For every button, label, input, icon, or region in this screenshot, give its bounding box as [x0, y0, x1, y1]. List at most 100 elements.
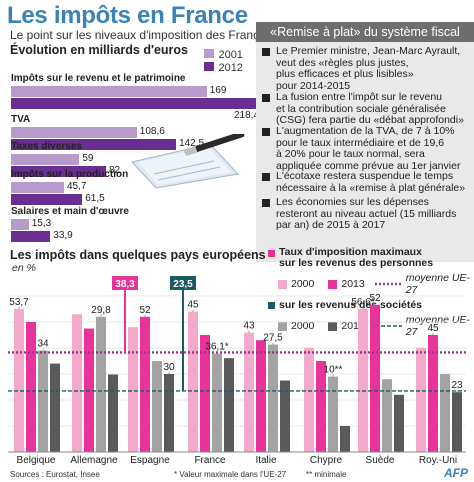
vbar-France-2 — [212, 353, 222, 452]
footer-note2: ** minimale — [306, 470, 347, 479]
vbar-Roy.-Uni-0 — [416, 348, 426, 452]
ref-tag-box-0 — [112, 276, 138, 290]
country-label-1: Allemagne — [70, 455, 118, 466]
legend-heading1b: sur les revenus des personnes — [279, 257, 434, 269]
vbar-value-Chypre-2: 10** — [324, 365, 343, 376]
chart2-title: Les impôts dans quelques pays européens — [10, 248, 266, 262]
vbar-Allemagne-0 — [72, 314, 82, 452]
check-pen-illustration — [131, 134, 245, 189]
legend-label-p2013: 2013 — [341, 278, 365, 290]
vbar-value-France-0: 45 — [187, 300, 199, 311]
ref-tag-value-0: 38,3 — [115, 279, 135, 290]
bullet-square — [262, 128, 270, 136]
vbar-Espagne-0 — [128, 327, 138, 452]
vbar-France-1 — [200, 335, 210, 452]
vbar-Suède-3 — [394, 394, 404, 452]
footer-note1: * Valeur maximale dans l'UE-27 — [174, 470, 287, 479]
chart2-legend: Taux d'imposition maximaux sur les reven… — [268, 247, 474, 338]
legend-avg-line-societes — [374, 325, 402, 327]
vbar-Roy.-Uni-3 — [452, 392, 462, 452]
vbar-value-Roy.-Uni-3: 23 — [451, 380, 463, 391]
vbar-value-Suède-0: 56,6* — [351, 297, 374, 308]
vbar-value-Suède-1: 52 — [369, 293, 381, 304]
page-title: Les impôts en France — [7, 2, 248, 29]
vbar-Chypre-1 — [316, 361, 326, 452]
vbar-Allemagne-3 — [108, 374, 118, 452]
legend-marker-societes — [268, 301, 275, 309]
vbar-value-Roy.-Uni-1: 45 — [427, 323, 439, 334]
vbar-Italie-1 — [256, 340, 266, 452]
chart1-title: Évolution en milliards d'euros — [10, 43, 189, 57]
bullet-line: appliquée comme prévue au 1er janvier — [276, 159, 461, 172]
bullet-line: à 20% pour le taux normal, sera — [276, 148, 425, 160]
vbar-value-Belgique-0: 53,7 — [9, 297, 29, 308]
vbar-Italie-2 — [268, 344, 278, 452]
legend-avg-line-personnes — [374, 282, 402, 286]
bullet-line: et la contribution sociale généralisée — [276, 102, 446, 115]
vbar-value-France-2: 36,1* — [205, 342, 228, 353]
legend-label-s2000: 2000 — [291, 320, 315, 332]
vbar-Suède-1 — [370, 304, 380, 452]
bullet-square — [262, 173, 270, 181]
bullet-text-4: Les économies sur les dépenses resteront … — [276, 196, 472, 232]
side-panel — [256, 22, 474, 262]
bullet-text-3: L'écotaxe restera suspendue le temps néce… — [276, 170, 472, 194]
legend-marker-personnes — [268, 250, 275, 257]
vbar-Roy.-Uni-1 — [428, 335, 438, 452]
bullet-line: plus efficaces et plus lisibles» — [276, 68, 414, 80]
bullet-line: Le Premier ministre, Jean-Marc Ayrault, — [276, 45, 461, 57]
vbar-Chypre-2 — [328, 376, 338, 452]
legend-swatch-p2000 — [278, 279, 287, 289]
bullet-line: resteront au niveau actuel (15 milliards — [276, 207, 457, 220]
vbar-France-3 — [224, 358, 234, 452]
legend-swatch-s2013 — [328, 321, 338, 331]
country-label-3: France — [194, 455, 226, 466]
bullet-line: nécessaire à la «remise à plat générale» — [276, 181, 466, 194]
vbar-value-Italie-0: 43 — [243, 321, 255, 332]
legend-label-2001: 2001 — [218, 49, 243, 61]
ref-tag-box-1 — [170, 276, 196, 290]
page-subtitle: Le point sur les niveaux d'imposition de… — [10, 28, 275, 42]
vbar-Belgique-2 — [38, 350, 48, 452]
bullet-square — [262, 199, 270, 207]
legend-heading1: Taux d'imposition maximaux — [279, 246, 422, 258]
legend-label-avg-p: moyenne UE-27 — [405, 272, 470, 296]
vbar-Suède-0 — [358, 309, 368, 452]
country-label-7: Roy.-Uni — [419, 455, 457, 466]
bullet-text-2: L'augmentation de la TVA, de 7 à 10% pour… — [276, 125, 472, 172]
legend-swatch-2001 — [204, 49, 214, 58]
vbar-value-Italie-2: 27,5 — [263, 333, 283, 344]
legend-swatch-s2000 — [278, 321, 287, 331]
vbar-value-Espagne-1: 52 — [139, 305, 151, 316]
vbar-Espagne-2 — [152, 361, 162, 452]
vbar-Belgique-0 — [14, 309, 24, 452]
afp-logo: AFP — [444, 466, 468, 480]
legend-heading2: sur les revenus des sociétés — [279, 299, 422, 311]
bullet-square — [262, 94, 270, 102]
bullet-line: pour 2014-2015 — [276, 79, 351, 92]
legend-swatch-2012 — [204, 62, 214, 71]
vbar-value-Espagne-3: 30 — [163, 362, 175, 373]
country-label-5: Chypre — [310, 455, 343, 466]
country-label-0: Belgique — [17, 455, 56, 466]
legend-label-2012: 2012 — [218, 62, 243, 74]
bullet-line: veut des «règles plus justes, — [276, 56, 409, 69]
bullet-line: (CSG) fera partie du «débat approfondi» — [276, 114, 464, 126]
country-label-2: Espagne — [130, 455, 170, 466]
legend-2012: 2012 — [204, 58, 243, 76]
bullet-line: pour le taux intermédiaire et de 19,6 — [276, 136, 445, 149]
legend-swatch-p2013 — [328, 279, 338, 289]
vbar-Suède-2 — [382, 379, 392, 452]
vbar-Chypre-0 — [304, 348, 314, 452]
bullet-line: L'écotaxe restera suspendue le temps — [276, 170, 454, 182]
legend-label-avg-s: moyenne UE-27 — [405, 314, 470, 338]
country-label-6: Suède — [366, 455, 395, 466]
vbar-Belgique-3 — [50, 363, 60, 452]
bullet-line: par an) de 2015 à 2017 — [276, 219, 386, 231]
vbar-Chypre-3 — [340, 426, 350, 452]
country-label-4: Italie — [255, 455, 277, 466]
chart2-unit: en % — [12, 262, 36, 274]
bullet-text-1: La fusion entre l'impôt sur le revenu et … — [276, 91, 472, 127]
bullet-line: Les économies sur les dépenses — [276, 196, 429, 208]
